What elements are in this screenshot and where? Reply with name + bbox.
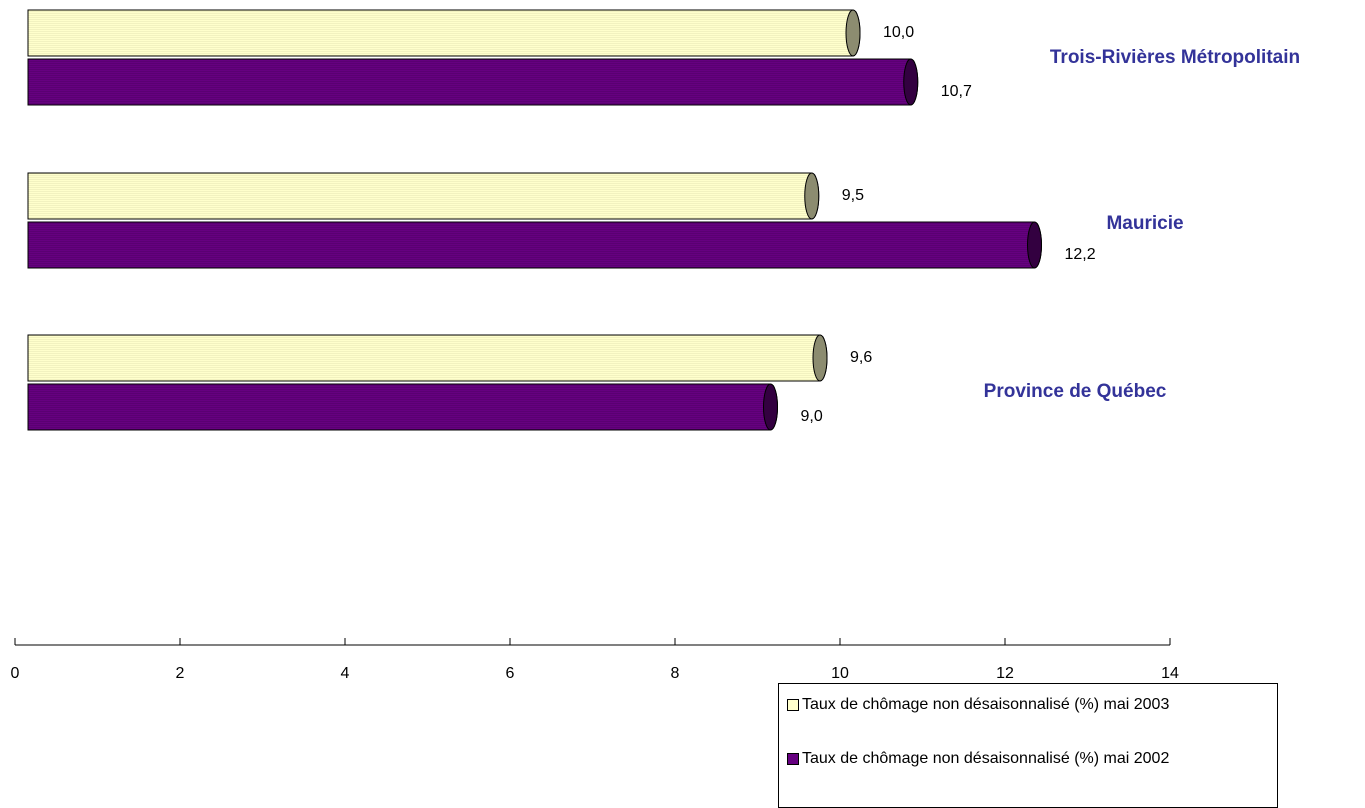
x-tick-label-1: 2	[176, 665, 185, 682]
legend: Taux de chômage non désaisonnalisé (%) m…	[778, 683, 1278, 808]
bar-1-1	[27, 221, 1042, 269]
legend-swatch-2002	[787, 753, 799, 765]
value-label-1-0: 9,5	[842, 187, 864, 204]
x-tick-label-2: 4	[341, 665, 350, 682]
category-label-0: Trois-Rivières Métropolitain	[1050, 47, 1300, 68]
x-tick-label-4: 8	[671, 665, 680, 682]
x-tick-label-3: 6	[506, 665, 515, 682]
x-tick-label-7: 14	[1161, 665, 1179, 682]
legend-label-2003: Taux de chômage non désaisonnalisé (%) m…	[802, 696, 1170, 713]
legend-item-2003: Taux de chômage non désaisonnalisé (%) m…	[787, 694, 1267, 716]
x-tick-label-6: 12	[996, 665, 1014, 682]
legend-label-2002: Taux de chômage non désaisonnalisé (%) m…	[802, 750, 1170, 767]
bar-0-0	[27, 9, 861, 57]
bar-2-0	[27, 334, 828, 382]
x-tick-label-5: 10	[831, 665, 849, 682]
bar-2-1	[27, 383, 778, 431]
category-label-1: Mauricie	[1106, 213, 1183, 234]
x-tick-label-0: 0	[11, 665, 20, 682]
bar-1-0	[27, 172, 820, 220]
value-label-0-1: 10,7	[941, 83, 972, 100]
legend-swatch-2003	[787, 699, 799, 711]
value-label-0-0: 10,0	[883, 24, 914, 41]
value-label-1-1: 12,2	[1065, 246, 1096, 263]
value-label-2-1: 9,0	[801, 408, 823, 425]
value-label-2-0: 9,6	[850, 349, 872, 366]
bar-0-1	[27, 58, 919, 106]
category-label-2: Province de Québec	[984, 381, 1167, 402]
legend-item-2002: Taux de chômage non désaisonnalisé (%) m…	[787, 748, 1267, 770]
